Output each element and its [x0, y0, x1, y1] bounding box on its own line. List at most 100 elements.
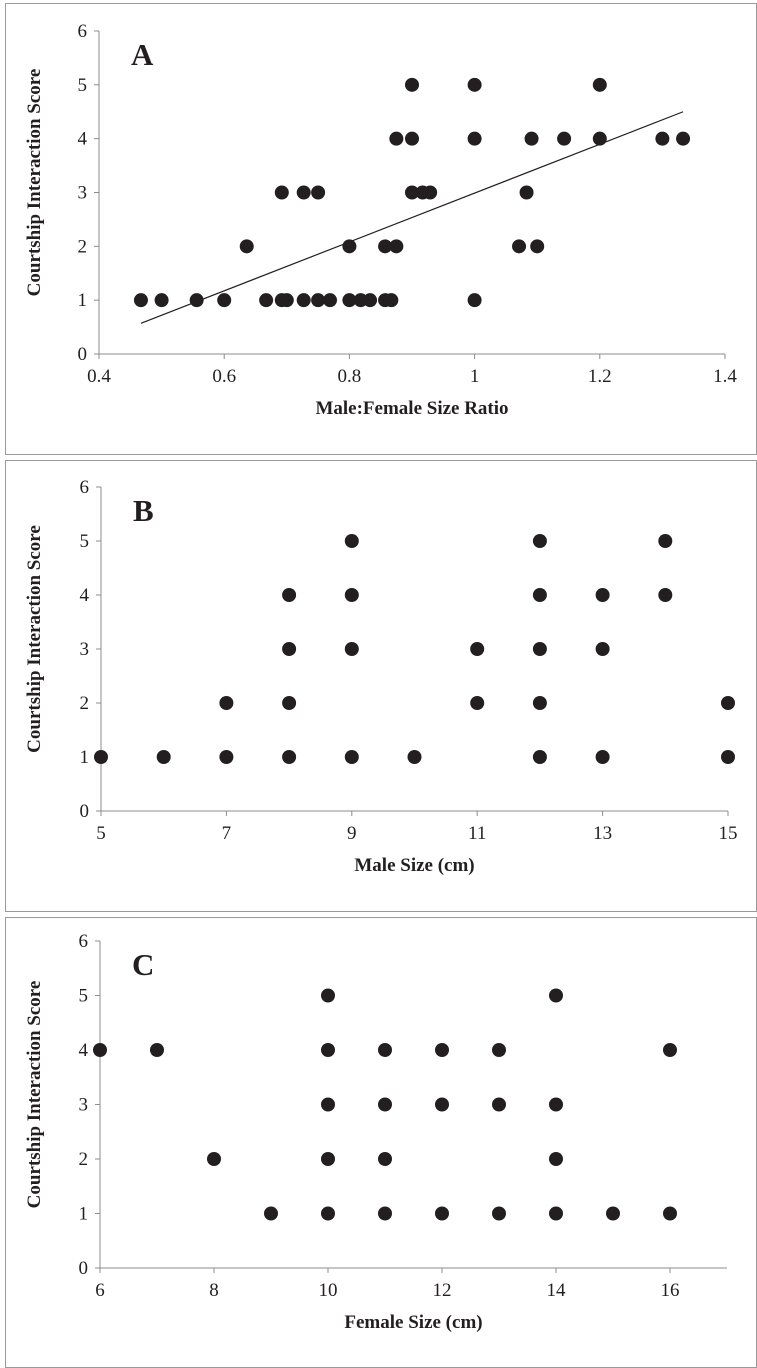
chart-a-svg: 0 1 2 3 4 5 6 0.4 0.6 0.8 1 1.2 1.4 Courtship Interac… — [6, 4, 756, 454]
data-point — [549, 1098, 563, 1112]
x-tick-label: 0.4 — [87, 366, 111, 387]
data-point — [721, 750, 735, 764]
data-point — [378, 1207, 392, 1221]
data-point — [280, 293, 294, 307]
y-tick-label: 0 — [78, 344, 88, 365]
data-point — [468, 293, 482, 307]
panel-label-c: C — [132, 947, 154, 982]
data-point — [219, 750, 233, 764]
y-tick-label: 1 — [80, 747, 90, 768]
data-point — [311, 186, 325, 200]
data-point — [259, 293, 273, 307]
data-point — [492, 1043, 506, 1057]
data-point — [408, 750, 422, 764]
y-tick-label: 2 — [80, 693, 90, 714]
data-point — [389, 239, 403, 253]
data-point — [217, 293, 231, 307]
data-point — [593, 78, 607, 92]
y-tick-label: 3 — [79, 1095, 89, 1116]
data-point — [530, 239, 544, 253]
data-point — [468, 132, 482, 146]
chart-panel-a: 0 1 2 3 4 5 6 0.4 0.6 0.8 1 1.2 1.4 Courtship Interac… — [5, 3, 757, 455]
data-point — [155, 293, 169, 307]
data-point — [321, 1207, 335, 1221]
data-point — [405, 132, 419, 146]
x-tick-label: 6 — [95, 1280, 105, 1301]
x-tick-label: 11 — [468, 823, 486, 844]
y-tick-label: 4 — [78, 129, 88, 150]
y-axis-label: Courtship Interaction Score — [24, 69, 45, 297]
data-point — [150, 1043, 164, 1057]
data-point — [593, 132, 607, 146]
data-point — [405, 78, 419, 92]
data-point — [549, 1207, 563, 1221]
data-point — [549, 1152, 563, 1166]
panel-label-a: A — [131, 37, 154, 72]
y-tick-label: 4 — [80, 585, 90, 606]
data-point — [345, 750, 359, 764]
data-point — [323, 293, 337, 307]
data-point — [219, 696, 233, 710]
data-point — [190, 293, 204, 307]
x-tick-label: 15 — [719, 823, 738, 844]
data-point — [282, 696, 296, 710]
x-tick-label: 0.8 — [338, 366, 362, 387]
x-tick-label: 0.6 — [212, 366, 236, 387]
data-point — [435, 1207, 449, 1221]
y-tick-label: 5 — [79, 986, 89, 1007]
x-tick-label: 5 — [96, 823, 106, 844]
y-tick-label: 5 — [80, 531, 90, 552]
data-point — [492, 1207, 506, 1221]
y-axis-label: Courtship Interaction Score — [24, 981, 45, 1209]
y-tick-label: 3 — [80, 639, 90, 660]
y-tick-label: 0 — [80, 801, 90, 822]
data-point — [596, 750, 610, 764]
data-point — [663, 1207, 677, 1221]
y-tick-label: 6 — [79, 931, 89, 952]
y-tick-label: 5 — [78, 75, 88, 96]
x-tick-label: 12 — [433, 1280, 452, 1301]
chart-b-svg: 0 1 2 3 4 5 6 5 7 9 11 13 15 Courtship Interaction Sc… — [6, 461, 756, 911]
data-point — [533, 534, 547, 548]
data-point — [321, 1043, 335, 1057]
data-point — [345, 534, 359, 548]
data-point — [549, 989, 563, 1003]
x-axis-label: Female Size (cm) — [344, 1312, 482, 1333]
data-point — [533, 642, 547, 656]
data-point — [157, 750, 171, 764]
data-point — [596, 642, 610, 656]
data-point — [321, 989, 335, 1003]
data-point — [721, 696, 735, 710]
data-point — [264, 1207, 278, 1221]
data-point — [468, 78, 482, 92]
x-tick-label: 8 — [209, 1280, 219, 1301]
x-axis-label: Male Size (cm) — [354, 855, 474, 876]
data-point — [93, 1043, 107, 1057]
x-tick-label: 14 — [547, 1280, 567, 1301]
data-point — [321, 1098, 335, 1112]
data-point — [525, 132, 539, 146]
data-point — [321, 1152, 335, 1166]
x-tick-label: 1.4 — [713, 366, 737, 387]
data-point — [663, 1043, 677, 1057]
y-tick-label: 6 — [78, 21, 88, 42]
data-point — [435, 1098, 449, 1112]
data-point — [658, 534, 672, 548]
data-point — [384, 293, 398, 307]
chart-panel-b: 0 1 2 3 4 5 6 5 7 9 11 13 15 Courtship Interaction Sc… — [5, 460, 757, 912]
data-point — [297, 293, 311, 307]
data-point — [345, 588, 359, 602]
data-point — [342, 239, 356, 253]
data-point — [389, 132, 403, 146]
data-point — [596, 588, 610, 602]
data-point — [676, 132, 690, 146]
data-point — [297, 186, 311, 200]
data-point — [655, 132, 669, 146]
x-tick-label: 16 — [661, 1280, 680, 1301]
y-tick-label: 1 — [78, 290, 88, 311]
data-point — [512, 239, 526, 253]
x-tick-label: 9 — [347, 823, 357, 844]
data-point — [492, 1098, 506, 1112]
data-point — [470, 642, 484, 656]
x-tick-label: 13 — [593, 823, 612, 844]
